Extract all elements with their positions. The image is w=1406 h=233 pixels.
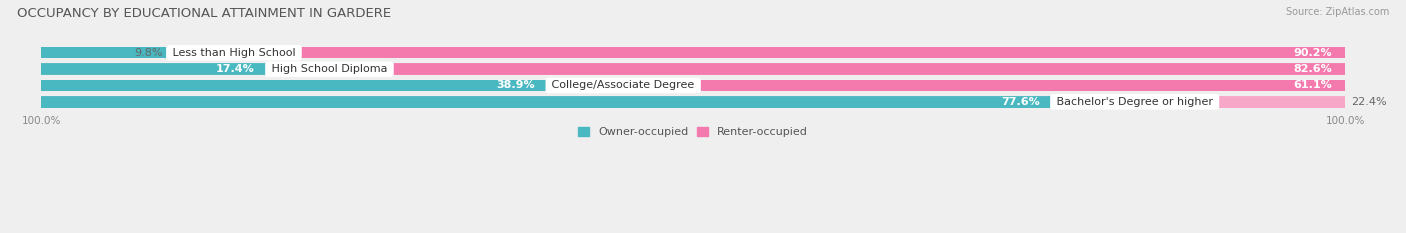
Bar	[41, 80, 548, 91]
Text: College/Associate Degree: College/Associate Degree	[548, 80, 697, 90]
Text: 61.1%: 61.1%	[1294, 80, 1331, 90]
Bar	[269, 63, 1346, 75]
Text: 82.6%: 82.6%	[1294, 64, 1331, 74]
Bar	[41, 47, 1346, 58]
Bar	[1053, 96, 1346, 108]
Text: 17.4%: 17.4%	[217, 64, 254, 74]
Text: OCCUPANCY BY EDUCATIONAL ATTAINMENT IN GARDERE: OCCUPANCY BY EDUCATIONAL ATTAINMENT IN G…	[17, 7, 391, 20]
Text: Bachelor's Degree or higher: Bachelor's Degree or higher	[1053, 97, 1216, 107]
Text: Less than High School: Less than High School	[169, 48, 299, 58]
Text: 90.2%: 90.2%	[1294, 48, 1331, 58]
Legend: Owner-occupied, Renter-occupied: Owner-occupied, Renter-occupied	[574, 123, 813, 142]
Bar	[41, 80, 1346, 91]
Bar	[548, 80, 1346, 91]
Bar	[41, 96, 1346, 108]
Bar	[41, 63, 269, 75]
Bar	[41, 63, 1346, 75]
Text: High School Diploma: High School Diploma	[269, 64, 391, 74]
Bar	[41, 47, 169, 58]
Text: 77.6%: 77.6%	[1001, 97, 1040, 107]
Bar	[169, 47, 1346, 58]
Bar	[41, 96, 1053, 108]
Text: 9.8%: 9.8%	[134, 48, 162, 58]
Text: Source: ZipAtlas.com: Source: ZipAtlas.com	[1285, 7, 1389, 17]
Text: 22.4%: 22.4%	[1351, 97, 1388, 107]
Text: 38.9%: 38.9%	[496, 80, 536, 90]
